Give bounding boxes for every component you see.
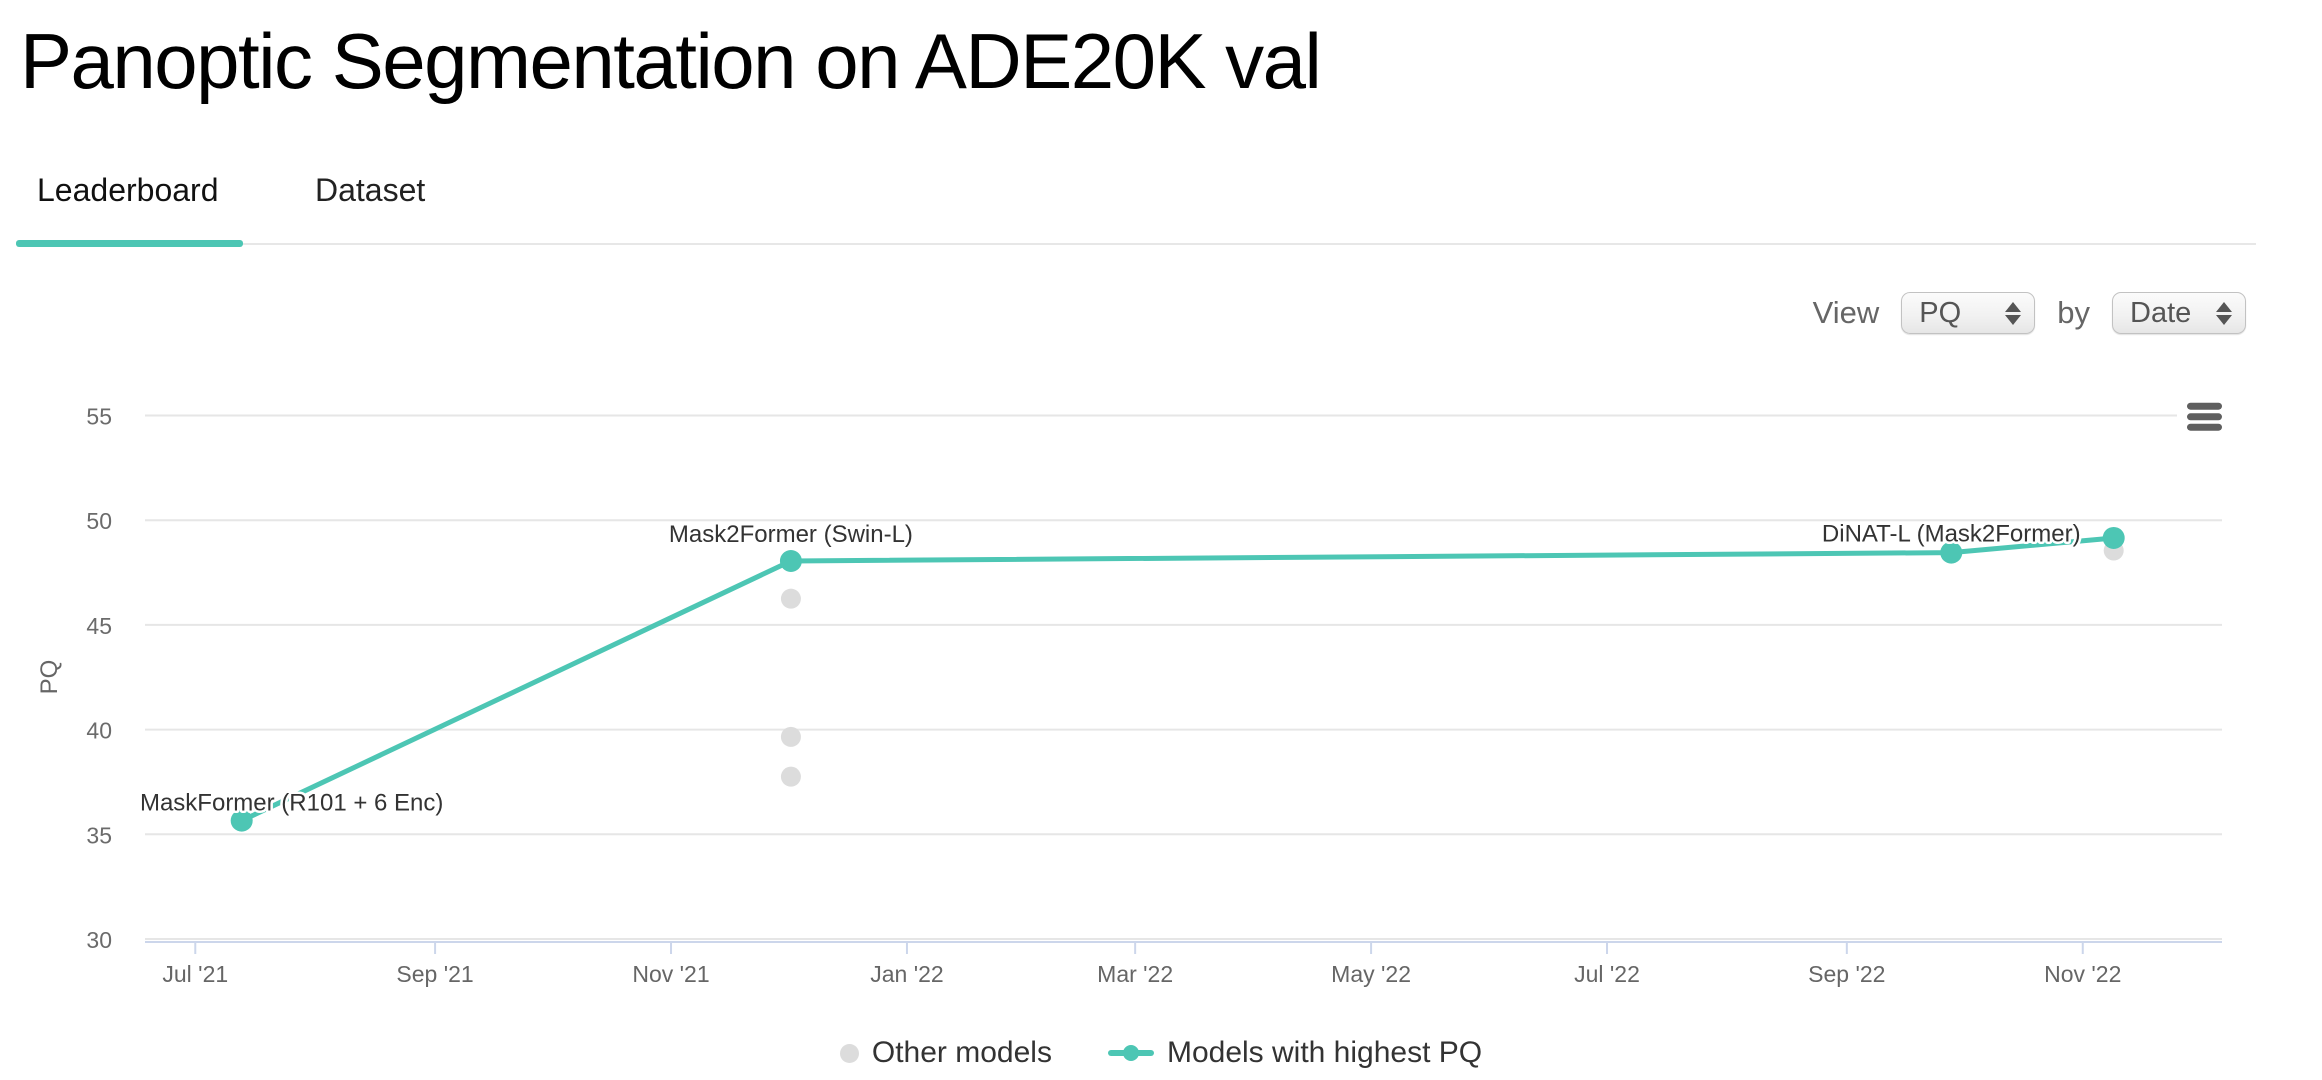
metric-select[interactable]: PQ	[1901, 292, 2036, 334]
chart-view-controls: View PQ by Date	[1813, 292, 2246, 334]
x-tick-label: Jul '21	[162, 961, 228, 987]
active-tab-underline	[16, 240, 243, 247]
data-point-highest-pq[interactable]	[1940, 541, 1963, 564]
series-point-label: MaskFormer (R101 + 6 Enc)	[140, 790, 443, 817]
data-point-highest-pq[interactable]	[779, 549, 802, 572]
page-title: Panoptic Segmentation on ADE20K val	[20, 17, 1322, 105]
y-tick-label: 30	[86, 927, 112, 953]
chart-menu-button[interactable]	[2178, 392, 2232, 442]
x-tick-label: Nov '21	[632, 961, 709, 987]
x-tick-label: May '22	[1331, 961, 1411, 987]
data-point-other-model[interactable]	[780, 588, 801, 609]
tab-leaderboard[interactable]: Leaderboard	[37, 172, 219, 208]
data-point-other-model[interactable]	[780, 726, 801, 747]
view-label: View	[1812, 295, 1880, 330]
chart-legend: Other models Models with highest PQ	[0, 1036, 2322, 1070]
hamburger-menu-icon	[2187, 413, 2222, 421]
highest-pq-line-marker-icon	[1107, 1043, 1154, 1063]
y-tick-label: 35	[86, 822, 112, 848]
y-tick-label: 50	[86, 508, 112, 534]
select-arrows-icon	[2216, 301, 2232, 325]
tab-dataset[interactable]: Dataset	[315, 172, 426, 208]
legend-item-other-models[interactable]: Other models	[839, 1036, 1052, 1070]
metric-select-value: PQ	[1919, 296, 1962, 329]
hamburger-menu-icon	[2187, 402, 2222, 410]
group-by-select-value: Date	[2130, 296, 2192, 329]
select-arrows-icon	[2005, 301, 2022, 325]
y-tick-label: 40	[86, 718, 112, 744]
x-tick-label: Sep '22	[1808, 961, 1885, 987]
chart-canvas: 30 35 40 45 50 55 Jul '21 Sep '21 Nov '21 Jan '22…	[36, 392, 2232, 987]
series-point-label: Mask2Former (Swin-L)	[669, 521, 913, 548]
highest-pq-series-line	[239, 535, 2117, 824]
x-tick-label: Mar '22	[1097, 961, 1173, 987]
y-tick-label: 55	[86, 404, 112, 430]
by-label: by	[2057, 295, 2090, 330]
hamburger-menu-icon	[2187, 423, 2222, 431]
x-tick-label: Jan '22	[870, 961, 943, 987]
y-axis-title: PQ	[36, 660, 63, 695]
data-point-other-model[interactable]	[780, 766, 801, 787]
group-by-select[interactable]: Date	[2112, 292, 2246, 334]
data-point-highest-pq[interactable]	[230, 809, 253, 832]
x-tick-label: Jul '22	[1574, 961, 1640, 987]
series-point-label: DiNAT-L (Mask2Former)	[1822, 521, 2081, 548]
x-tick-label: Nov '22	[2044, 961, 2121, 987]
data-point-highest-pq[interactable]	[2102, 526, 2125, 549]
legend-label: Other models	[871, 1036, 1052, 1069]
x-tick-label: Sep '21	[396, 961, 473, 987]
legend-item-highest-pq[interactable]: Models with highest PQ	[1107, 1036, 1483, 1070]
y-tick-label: 45	[86, 613, 112, 639]
other-models-dot-icon	[839, 1043, 859, 1063]
legend-label: Models with highest PQ	[1166, 1036, 1483, 1069]
tabs-border	[16, 243, 2256, 245]
